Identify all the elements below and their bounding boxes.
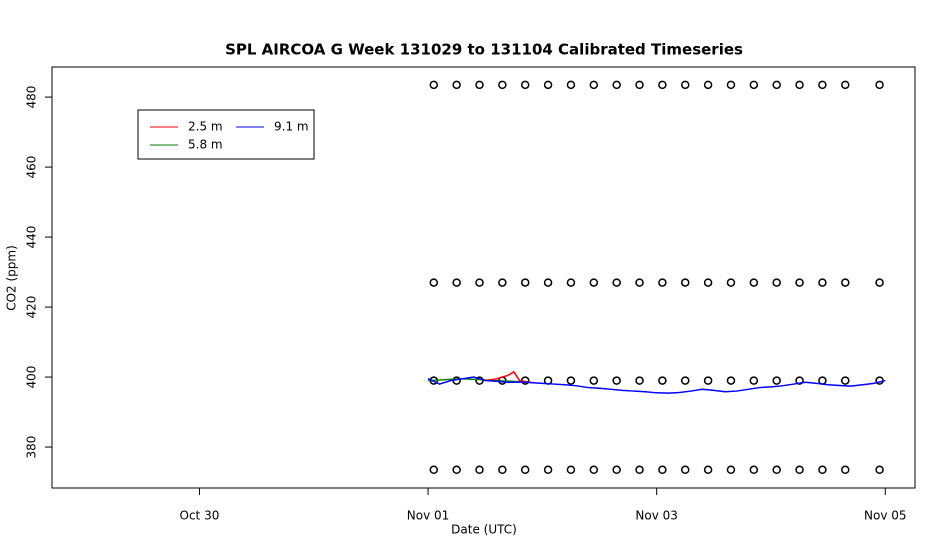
data-point xyxy=(749,278,759,287)
data-point xyxy=(429,278,439,287)
data-point xyxy=(612,80,621,90)
data-point xyxy=(452,80,461,90)
data-point xyxy=(726,376,736,385)
y-tick-label: 440 xyxy=(25,226,39,249)
data-point xyxy=(635,80,644,90)
y-axis-label: CO2 (ppm) xyxy=(5,245,19,311)
data-point xyxy=(703,80,713,90)
data-point xyxy=(726,278,736,287)
data-point xyxy=(680,376,690,385)
data-point xyxy=(543,465,553,475)
y-tick-label: 380 xyxy=(25,436,39,459)
data-point xyxy=(841,465,850,475)
data-point xyxy=(475,465,484,475)
y-tick-label: 480 xyxy=(25,86,39,109)
data-point xyxy=(795,465,804,475)
data-point xyxy=(795,80,804,90)
data-point xyxy=(680,278,690,287)
data-point xyxy=(566,278,576,287)
data-point xyxy=(612,278,621,287)
data-point xyxy=(520,465,530,475)
data-point xyxy=(772,80,781,90)
x-tick-label: Oct 30 xyxy=(180,509,220,523)
data-point xyxy=(680,80,690,90)
data-point xyxy=(795,376,804,385)
x-tick-label: Nov 03 xyxy=(635,509,678,523)
data-point xyxy=(703,465,713,475)
data-point xyxy=(635,278,644,287)
data-point xyxy=(589,465,599,475)
data-point xyxy=(566,80,576,90)
data-point xyxy=(658,80,667,90)
data-point xyxy=(875,465,884,475)
data-point xyxy=(452,465,461,475)
data-point xyxy=(726,465,736,475)
data-point xyxy=(772,465,781,475)
data-point xyxy=(589,278,599,287)
data-point xyxy=(635,376,644,385)
data-point xyxy=(566,465,576,475)
data-point xyxy=(658,376,667,385)
data-point xyxy=(818,80,827,90)
x-tick-label: Nov 01 xyxy=(407,509,450,523)
chart-title: SPL AIRCOA G Week 131029 to 131104 Calib… xyxy=(225,41,743,59)
x-tick-label: Nov 05 xyxy=(864,509,907,523)
plot-frame xyxy=(51,66,916,489)
data-point xyxy=(475,80,484,90)
data-point xyxy=(680,465,690,475)
y-tick-label: 460 xyxy=(25,156,39,179)
data-point xyxy=(566,376,576,385)
data-point xyxy=(875,80,884,90)
data-point xyxy=(772,278,781,287)
data-point xyxy=(520,80,530,90)
legend-label: 2.5 m xyxy=(188,120,223,134)
data-point xyxy=(612,465,621,475)
x-axis-label: Date (UTC) xyxy=(451,523,517,537)
data-point xyxy=(543,278,553,287)
data-point xyxy=(841,376,850,385)
data-point xyxy=(498,465,507,475)
data-point xyxy=(795,278,804,287)
data-point xyxy=(520,278,530,287)
data-point xyxy=(749,376,759,385)
data-point xyxy=(875,278,884,287)
data-point xyxy=(498,278,507,287)
data-point xyxy=(841,278,850,287)
data-point xyxy=(475,278,484,287)
data-point xyxy=(589,80,599,90)
data-point xyxy=(589,376,599,385)
data-point xyxy=(772,376,781,385)
series-line xyxy=(427,376,886,394)
data-point xyxy=(498,80,507,90)
data-point xyxy=(818,278,827,287)
data-point xyxy=(658,278,667,287)
legend-box xyxy=(137,109,315,160)
data-point xyxy=(635,465,644,475)
legend-label: 5.8 m xyxy=(188,138,223,152)
data-point xyxy=(818,465,827,475)
data-point xyxy=(612,376,621,385)
data-point xyxy=(543,80,553,90)
y-tick-label: 400 xyxy=(25,366,39,389)
data-point xyxy=(658,465,667,475)
series-line xyxy=(485,370,532,384)
legend-label: 9.1 m xyxy=(274,120,309,134)
data-point xyxy=(429,80,439,90)
data-point xyxy=(703,278,713,287)
data-point xyxy=(749,465,759,475)
data-point xyxy=(749,80,759,90)
data-point xyxy=(726,80,736,90)
data-point xyxy=(703,376,713,385)
data-point xyxy=(841,80,850,90)
y-tick-label: 420 xyxy=(25,296,39,319)
data-point xyxy=(429,465,439,475)
data-point xyxy=(452,278,461,287)
